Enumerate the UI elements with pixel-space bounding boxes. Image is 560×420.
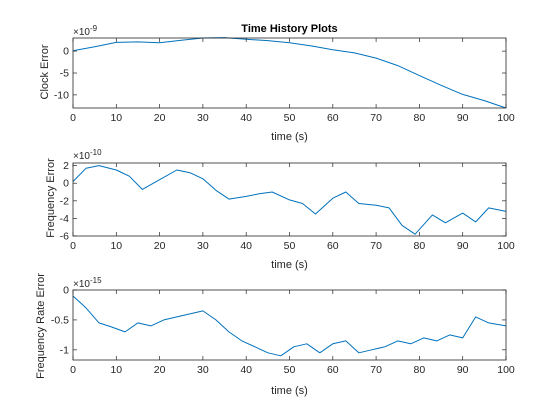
x-tick-label: 20 (154, 112, 166, 124)
x-tick-label: 30 (197, 364, 209, 376)
x-tick-label: 10 (110, 364, 122, 376)
x-tick-label: 0 (70, 240, 76, 252)
x-tick-label: 80 (414, 112, 426, 124)
y-tick-label: -4 (60, 213, 69, 225)
x-tick-label: 100 (497, 364, 515, 376)
x-tick-label: 30 (197, 112, 209, 124)
y-tick-label: 0 (63, 46, 69, 58)
x-tick-label: 100 (497, 112, 515, 124)
x-tick-label: 40 (240, 364, 252, 376)
y-axis-label: Frequency Error (45, 158, 57, 238)
subplot-frequency-error: ×10-10 Frequency Error time (s) 0 10 20 30 4… (45, 148, 515, 271)
x-tick-label: 70 (370, 112, 382, 124)
y-tick-label: -6 (60, 231, 69, 243)
x-axis-label: time (s) (271, 131, 308, 143)
x-tick-label: 50 (284, 240, 296, 252)
x-tick-label: 20 (154, 240, 166, 252)
series-line (72, 165, 507, 235)
subplot-frequency-rate-error: ×10-15 Frequency Rate Error time (s) 0 10… (35, 273, 515, 397)
y-exponent-label: ×10-9 (73, 24, 98, 38)
x-tick-label: 50 (284, 112, 296, 124)
x-axis-label: time (s) (271, 385, 308, 397)
y-axis-label: Frequency Rate Error (35, 273, 47, 379)
x-tick-label: 80 (414, 364, 426, 376)
series-line (72, 295, 507, 357)
series-line (72, 37, 507, 109)
y-tick-label: 0 (63, 178, 69, 190)
x-tick-label: 10 (110, 112, 122, 124)
x-tick-label: 10 (110, 240, 122, 252)
x-tick-label: 20 (154, 364, 166, 376)
y-tick-label: -0.5 (51, 314, 69, 326)
figure-title: Time History Plots (241, 23, 337, 35)
x-tick-label: 80 (414, 240, 426, 252)
x-tick-label: 60 (327, 112, 339, 124)
x-tick-label: 90 (457, 112, 469, 124)
subplot-clock-error: ×10-9 Clock Error time (s) 0 10 20 30 40 50 60… (39, 24, 515, 143)
y-tick-label: 2 (63, 160, 69, 172)
y-exponent-label: ×10-10 (73, 148, 102, 162)
y-tick-label: -5 (60, 68, 69, 80)
x-tick-label: 90 (457, 364, 469, 376)
x-tick-label: 0 (70, 112, 76, 124)
y-tick-label: -10 (54, 89, 69, 101)
x-tick-label: 30 (197, 240, 209, 252)
y-tick-label: 0 (63, 285, 69, 297)
y-tick-label: -2 (60, 195, 69, 207)
x-tick-label: 0 (70, 364, 76, 376)
y-exponent-label: ×10-15 (73, 276, 102, 290)
x-axis-label: time (s) (271, 259, 308, 271)
x-tick-label: 100 (497, 240, 515, 252)
y-tick-label: -1 (60, 344, 69, 356)
x-tick-label: 40 (240, 240, 252, 252)
x-tick-label: 60 (327, 364, 339, 376)
x-tick-label: 70 (370, 364, 382, 376)
x-tick-label: 40 (240, 112, 252, 124)
x-tick-label: 50 (284, 364, 296, 376)
x-tick-label: 70 (370, 240, 382, 252)
y-axis-label: Clock Error (39, 44, 51, 99)
x-tick-label: 60 (327, 240, 339, 252)
x-tick-label: 90 (457, 240, 469, 252)
